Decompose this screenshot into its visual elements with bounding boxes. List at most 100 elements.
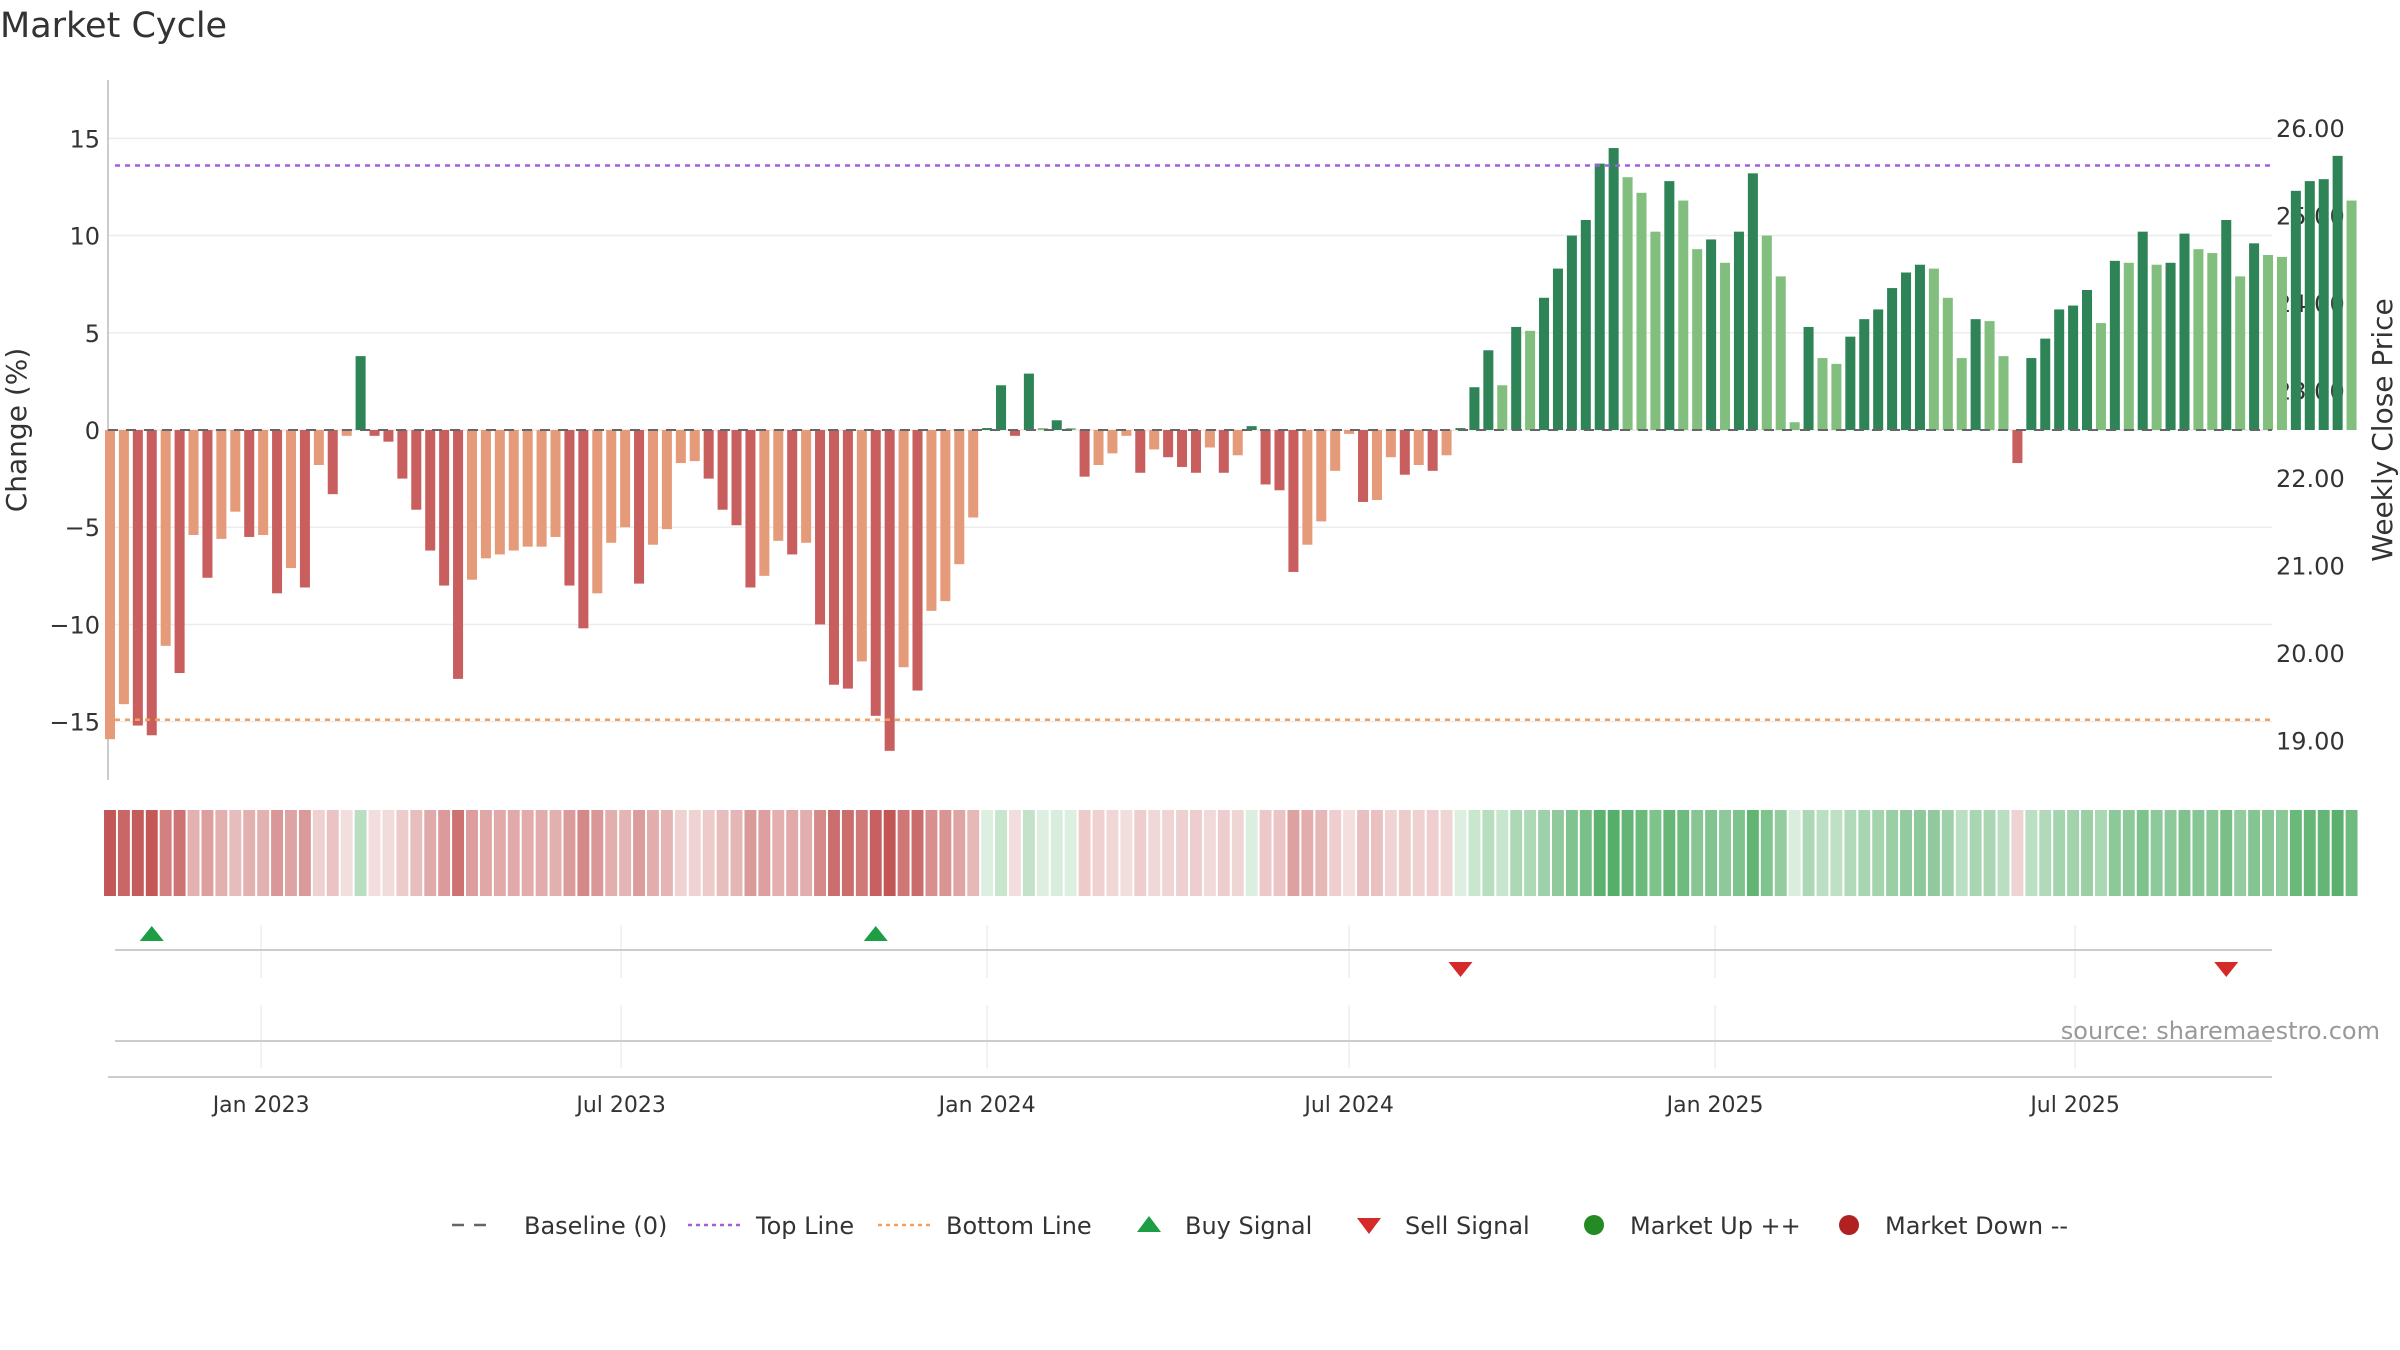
bar	[1761, 235, 1772, 430]
heat-strip-cell	[2094, 810, 2107, 896]
x-tick-label: Jul 2023	[574, 1093, 666, 1118]
heat-strip-cell	[2136, 810, 2149, 896]
heat-strip-cell	[1106, 810, 1119, 896]
y-tick-label: 5	[85, 320, 100, 348]
bar	[1775, 276, 1786, 430]
y-tick-label: 10	[69, 223, 100, 251]
bar	[1984, 321, 1995, 430]
bar	[1594, 163, 1605, 430]
bar	[2193, 249, 2204, 430]
bar	[2318, 179, 2329, 430]
heat-strip-cell	[563, 810, 576, 896]
heat-strip-cell	[257, 810, 270, 896]
heat-strip-cell	[1440, 810, 1453, 896]
bar	[870, 430, 881, 716]
legend-label: Market Down --	[1885, 1212, 2068, 1240]
bar	[731, 430, 742, 526]
heat-strip-cell	[2081, 810, 2093, 896]
bar	[842, 430, 853, 689]
heat-strip-cell	[647, 810, 659, 896]
heat-strip-cell	[298, 810, 311, 896]
heat-strip-cell	[1176, 810, 1189, 896]
x-tick-label: Jan 2023	[211, 1093, 310, 1118]
heat-strip-cell	[2220, 810, 2233, 896]
bar	[759, 430, 770, 576]
heat-strip-cell	[340, 810, 353, 896]
heat-strip-cell	[354, 810, 367, 896]
bar	[634, 430, 645, 584]
bar	[1149, 430, 1160, 450]
bar	[285, 430, 296, 569]
bar	[1358, 430, 1369, 502]
heat-strip-cell	[897, 810, 910, 896]
bar	[1664, 181, 1675, 430]
bar	[1692, 249, 1703, 430]
heat-strip-cell	[1941, 810, 1954, 896]
heat-strip-cell	[1607, 810, 1620, 896]
bar	[1079, 430, 1090, 477]
heat-strip-cell	[730, 810, 743, 896]
heat-strip-cell	[633, 810, 646, 896]
heat-strip-cell	[2122, 810, 2135, 896]
bar	[1385, 430, 1396, 458]
bar	[1817, 358, 1828, 430]
heat-strip-cell	[2150, 810, 2163, 896]
bar	[703, 430, 714, 479]
bar	[146, 430, 157, 736]
bar	[926, 430, 937, 611]
bar	[717, 430, 728, 510]
bar	[230, 430, 241, 512]
heat-strip-cell	[1997, 810, 2010, 896]
bar	[1107, 430, 1118, 454]
bar	[1845, 336, 1856, 430]
bar	[411, 430, 422, 510]
bar	[1163, 430, 1174, 458]
heat-strip-cell	[674, 810, 687, 896]
heat-strip-cell	[660, 810, 673, 896]
bar	[188, 430, 199, 535]
y-axis-label: Change (%)	[0, 348, 33, 513]
bar	[439, 430, 450, 586]
bar	[801, 430, 812, 543]
bar	[160, 430, 171, 646]
source-text: source: sharemaestro.com	[2061, 1017, 2380, 1045]
legend-label: Top Line	[755, 1212, 854, 1240]
bar	[1497, 385, 1508, 430]
bar	[1859, 319, 1870, 430]
bar	[1469, 387, 1480, 430]
bar	[522, 430, 533, 547]
bar	[466, 430, 477, 580]
heat-strip-cell	[716, 810, 729, 896]
legend-label: Baseline (0)	[524, 1212, 667, 1240]
y2-tick-label: 19.00	[2276, 728, 2345, 756]
heat-strip-cell	[591, 810, 604, 896]
x-tick-label: Jan 2024	[937, 1093, 1036, 1118]
heat-strip-cell	[981, 810, 994, 896]
bar	[2054, 309, 2065, 430]
bar	[355, 356, 366, 430]
heat-strip-cell	[1357, 810, 1370, 896]
bar	[1956, 358, 1967, 430]
x-tick-label: Jan 2025	[1665, 1093, 1764, 1118]
heat-strip-cell	[201, 810, 214, 896]
heat-strip-cell	[1245, 810, 1258, 896]
legend-circle-marker	[1584, 1215, 1604, 1235]
heat-strip-cell	[1900, 810, 1912, 896]
bar	[828, 430, 839, 685]
bar	[1998, 356, 2009, 430]
bar	[174, 430, 185, 674]
bar	[1636, 192, 1647, 430]
bar	[564, 430, 575, 586]
bar	[1246, 426, 1257, 430]
bar	[480, 430, 491, 559]
y-tick-label: −10	[49, 611, 100, 639]
bar	[1177, 430, 1188, 467]
heat-strip-cell	[173, 810, 186, 896]
bar	[773, 430, 784, 541]
bar	[1873, 309, 1884, 430]
heat-strip-cell	[1844, 810, 1857, 896]
bar	[1483, 350, 1494, 430]
heat-strip-cell	[424, 810, 437, 896]
